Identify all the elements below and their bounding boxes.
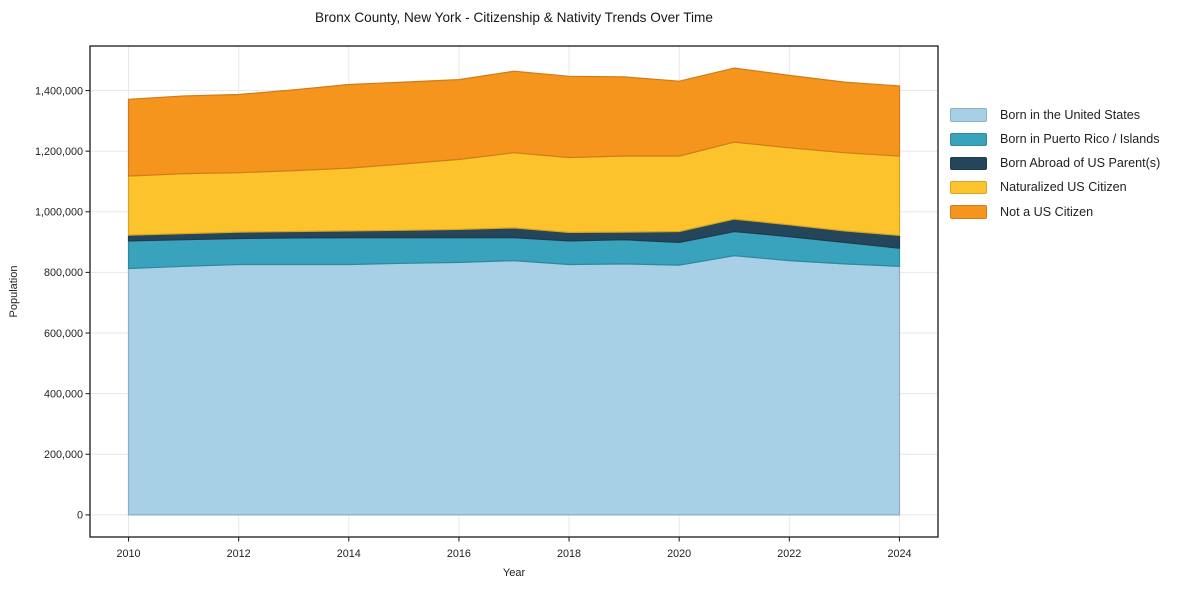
y-tick-label-400000: 400,000 [44, 388, 83, 400]
legend-item-born-in-puerto-rico-islands: Born in Puerto Rico / Islands [950, 127, 1160, 151]
legend-item-born-abroad-of-us-parent-s: Born Abroad of US Parent(s) [950, 151, 1160, 175]
y-tick-label-200000: 200,000 [44, 449, 83, 461]
area-not-a-us-citizen [127, 67, 901, 177]
legend-swatch-born-in-puerto-rico-islands [950, 132, 987, 147]
x-axis-label: Year [503, 567, 526, 579]
x-tick-label-2010: 2010 [117, 548, 141, 560]
y-tick-label-1200000: 1,200,000 [35, 146, 83, 158]
legend-item-label: Born in Puerto Rico / Islands [1000, 131, 1160, 146]
legend-item-label: Born Abroad of US Parent(s) [1000, 156, 1161, 171]
y-axis-label: Population [8, 266, 20, 318]
y-tick-label-1000000: 1,000,000 [35, 207, 83, 219]
x-tick-label-2018: 2018 [557, 548, 581, 560]
y-tick-label-800000: 800,000 [44, 267, 83, 279]
area-series-layer [127, 67, 901, 516]
x-tick-label-2020: 2020 [667, 548, 691, 560]
x-tick-label-2022: 2022 [777, 548, 801, 560]
legend-item-naturalized-us-citizen: Naturalized US Citizen [950, 176, 1160, 200]
legend-item-not-a-us-citizen: Not a US Citizen [950, 200, 1160, 224]
plot-border [89, 45, 939, 538]
legend-item-label: Born in the United States [1000, 107, 1141, 122]
legend-item-label: Naturalized US Citizen [1000, 180, 1127, 195]
axis-tick-labels: 2010 2012 2014 2016 2018 2020 2022 2024 0 200,000… [35, 85, 912, 560]
legend-swatch-not-a-us-citizen [950, 205, 987, 219]
y-tick-label-600000: 600,000 [44, 328, 83, 340]
x-tick-label-2016: 2016 [447, 548, 471, 560]
legend: Born in the United States Born in Puerto … [950, 103, 1160, 224]
legend-item-label: Not a US Citizen [1000, 204, 1094, 219]
legend-swatch-naturalized-us-citizen [950, 180, 987, 195]
chart-title: Bronx County, New York - Citizenship & N… [315, 10, 713, 25]
legend-item-born-in-the-united-states: Born in the United States [950, 103, 1160, 127]
x-tick-label-2012: 2012 [227, 548, 251, 560]
x-tick-label-2014: 2014 [337, 548, 361, 560]
axis-ticks [85, 90, 901, 542]
legend-swatch-born-in-the-united-states [950, 108, 987, 122]
y-tick-label-1400000: 1,400,000 [35, 85, 83, 97]
y-tick-label-0: 0 [77, 510, 83, 522]
x-tick-label-2024: 2024 [887, 548, 911, 560]
area-born-in-the-united-states [127, 255, 901, 516]
legend-swatch-born-abroad-of-us-parent-s [950, 156, 987, 171]
